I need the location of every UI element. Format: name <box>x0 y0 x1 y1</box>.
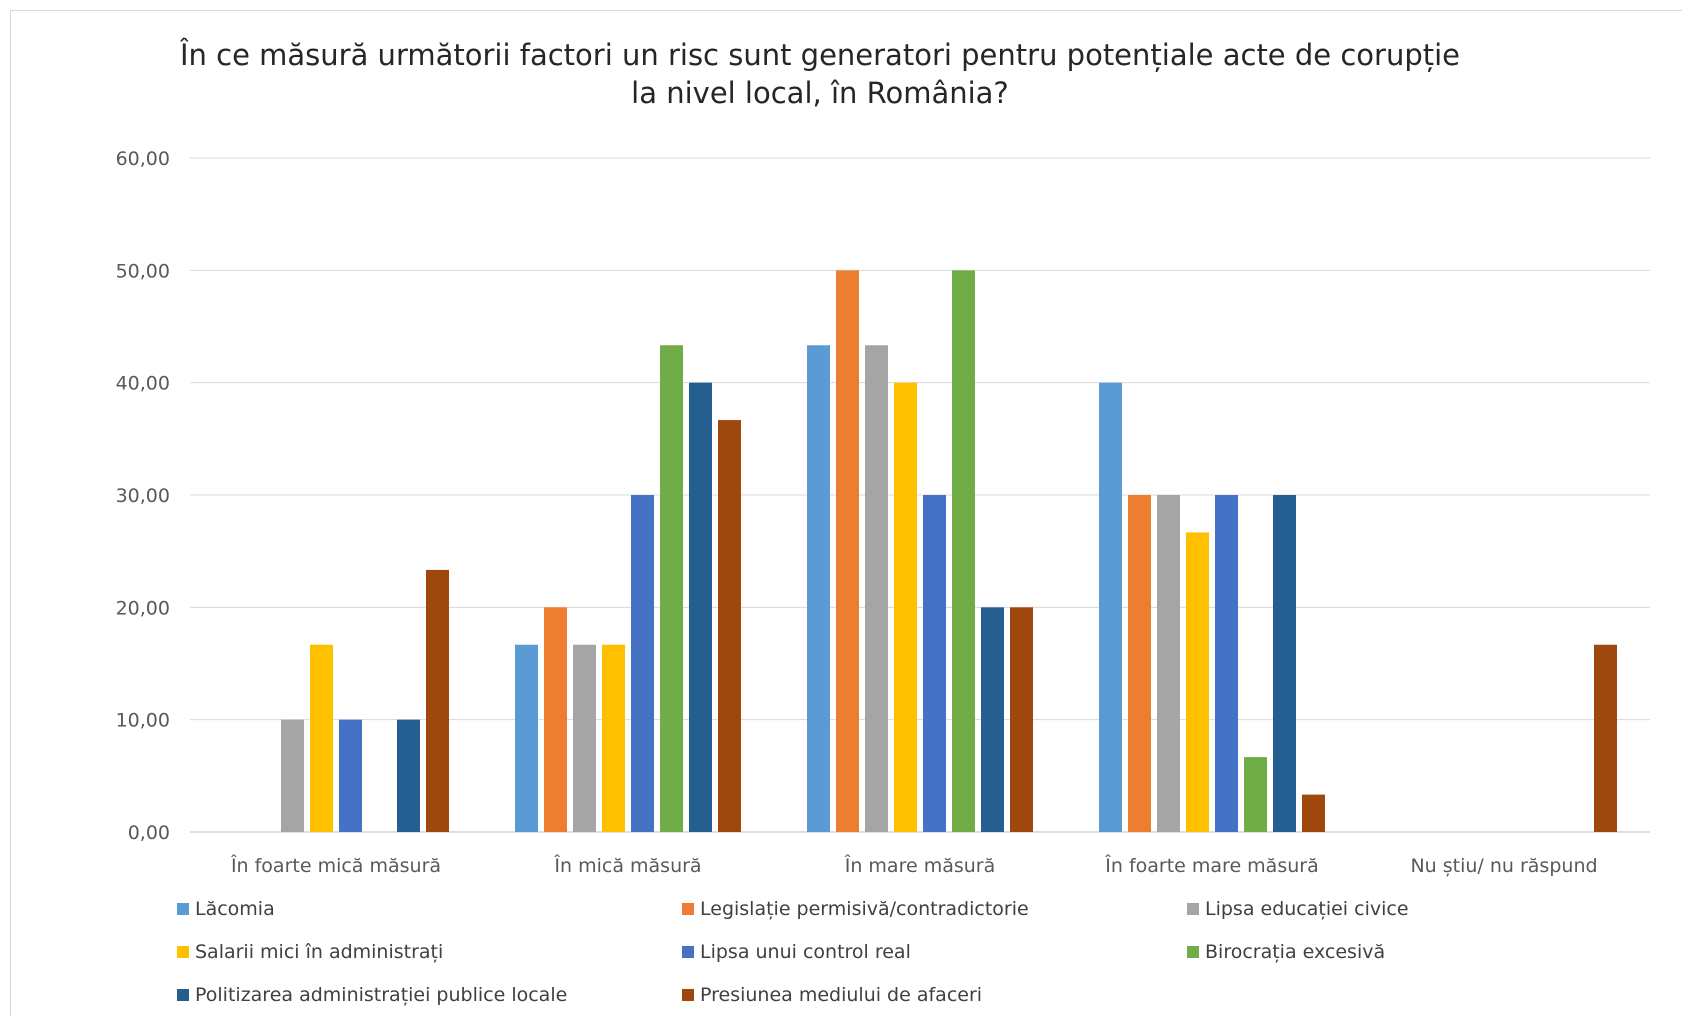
legend-item: Lăcomia <box>177 898 275 920</box>
legend-label: Salarii mici în administrați <box>195 941 444 963</box>
bar <box>397 719 420 832</box>
legend-swatch <box>682 946 694 958</box>
bar <box>631 495 654 832</box>
legend-item: Lipsa educației civice <box>1187 898 1409 920</box>
legend-item: Presiunea mediului de afaceri <box>682 984 982 1006</box>
bar <box>894 382 917 832</box>
bar <box>339 719 362 832</box>
bar <box>660 345 683 832</box>
x-tick-label: În mică măsură <box>553 854 701 877</box>
bar <box>1273 495 1296 832</box>
legend-item: Politizarea administrației publice local… <box>177 984 567 1006</box>
legend-item: Salarii mici în administrați <box>177 941 443 963</box>
bar <box>865 345 888 832</box>
bar <box>544 607 567 832</box>
chart-title-line-2: la nivel local, în România? <box>631 76 1009 110</box>
y-tick-label: 30,00 <box>116 485 170 507</box>
legend-label: Birocrația excesivă <box>1205 941 1386 963</box>
bar <box>1128 495 1151 832</box>
bar <box>515 644 538 832</box>
bar <box>689 382 712 832</box>
legend-label: Legislație permisivă/contradictorie <box>700 898 1029 920</box>
bar-chart: 0,00 10,00 20,00 30,00 40,00 50,00 60,00 În foa… <box>116 148 1650 877</box>
y-tick-label: 0,00 <box>128 822 170 844</box>
legend-label: Lăcomia <box>195 898 275 920</box>
bar <box>1010 607 1033 832</box>
bar <box>1215 495 1238 832</box>
legend-swatch <box>177 946 189 958</box>
bar <box>310 644 333 832</box>
bar <box>1244 757 1267 832</box>
x-tick-label: În foarte mare măsură <box>1104 854 1318 877</box>
bar <box>718 420 741 832</box>
bar <box>1157 495 1180 832</box>
legend-label: Lipsa unui control real <box>700 941 911 963</box>
legend-swatch <box>682 903 694 915</box>
chart-frame <box>10 10 1682 1016</box>
legend-label: Lipsa educației civice <box>1205 898 1409 920</box>
bar <box>981 607 1004 832</box>
legend-swatch <box>177 989 189 1001</box>
y-tick-label: 40,00 <box>116 373 170 395</box>
bar <box>573 644 596 832</box>
legend-item: Birocrația excesivă <box>1187 941 1385 963</box>
legend-swatch <box>177 903 189 915</box>
bar <box>807 345 830 832</box>
bar <box>1099 382 1122 832</box>
y-tick-label: 20,00 <box>116 597 170 619</box>
legend-label: Politizarea administrației publice local… <box>195 984 568 1006</box>
bar <box>923 495 946 832</box>
bar <box>602 644 625 832</box>
legend-label: Presiunea mediului de afaceri <box>700 984 983 1006</box>
legend-swatch <box>1187 946 1199 958</box>
bar <box>1302 794 1325 832</box>
y-tick-label: 10,00 <box>116 710 170 732</box>
bar <box>426 569 449 832</box>
x-tick-label: În mare măsură <box>844 854 996 877</box>
legend-item: Lipsa unui control real <box>682 941 911 963</box>
bar <box>836 270 859 832</box>
x-tick-label: Nu știu/ nu răspund <box>1410 855 1597 877</box>
legend-swatch <box>682 989 694 1001</box>
y-tick-label: 50,00 <box>116 260 170 282</box>
legend-swatch <box>1187 903 1199 915</box>
chart-title-line-1: În ce măsură următorii factori un risc s… <box>179 38 1461 72</box>
bar <box>952 270 975 832</box>
legend-item: Legislație permisivă/contradictorie <box>682 898 1029 920</box>
x-tick-label: În foarte mică măsură <box>230 854 441 877</box>
chart-title: În ce măsură următorii factori un risc s… <box>150 36 1490 112</box>
bar <box>281 719 304 832</box>
bar <box>1186 532 1209 832</box>
bar <box>1594 644 1617 832</box>
y-tick-label: 60,00 <box>116 148 170 170</box>
